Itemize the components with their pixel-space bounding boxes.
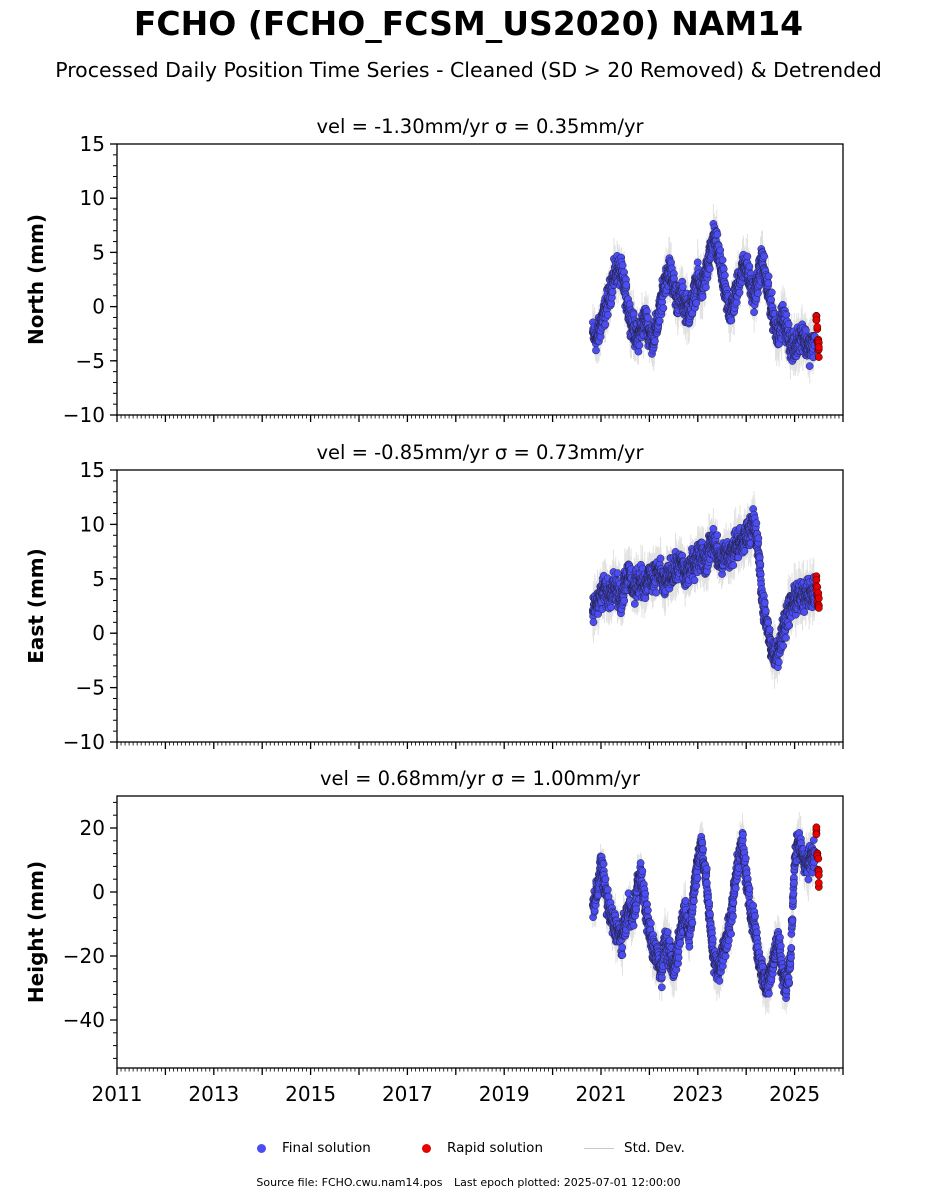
final-solution-point (802, 326, 810, 335)
final-solution-point (784, 320, 793, 329)
final-solution-point (754, 289, 762, 298)
final-solution-point (727, 316, 736, 325)
y-axis-label: North (mm) (24, 214, 48, 345)
final-solution-point (782, 310, 791, 319)
final-solution-point (608, 288, 617, 296)
rapid-solution-points (812, 311, 823, 361)
final-solution-point (635, 341, 644, 350)
final-solution-point (622, 281, 631, 289)
chart-subtitle: Processed Daily Position Time Series - C… (55, 58, 882, 82)
final-solution-point (713, 230, 722, 239)
final-solution-point (634, 347, 643, 356)
final-solution-point (603, 311, 612, 319)
final-solution-points (588, 219, 819, 370)
final-solution-point (589, 618, 598, 627)
final-solution-point (692, 299, 701, 307)
final-solution-point (698, 293, 707, 301)
final-solution-point (618, 261, 627, 270)
panel-title: vel = -0.85mm/yr σ = 0.73mm/yr (316, 441, 644, 464)
final-solution-point (705, 264, 714, 273)
final-solution-points (588, 505, 819, 672)
final-solution-point (735, 288, 744, 297)
panel-1: vel = -1.30mm/yr σ = 0.35mm/yr North (mm)… (24, 115, 844, 427)
final-solution-point (767, 288, 776, 297)
final-solution-point (592, 346, 600, 355)
final-solution-point (718, 256, 727, 264)
final-solution-point (764, 272, 773, 281)
rapid-solution-point (812, 316, 821, 324)
final-solution-point (719, 265, 728, 273)
final-solution-point (644, 313, 652, 322)
y-axis-label: East (mm) (24, 548, 48, 664)
rapid-solution-point (814, 343, 823, 351)
final-solution-point (745, 262, 754, 271)
rapid-solution-point (814, 353, 823, 361)
y-tick-label: 5 (92, 240, 105, 264)
y-tick-label: 0 (92, 295, 105, 319)
y-tick-label: 10 (80, 186, 105, 210)
y-tick-label: −5 (76, 349, 105, 373)
final-solution-point (678, 283, 687, 291)
final-solution-point (655, 317, 664, 325)
final-solution-point (670, 274, 678, 283)
final-solution-point (750, 308, 758, 317)
final-solution-point (650, 337, 659, 345)
rapid-solution-point (813, 323, 822, 331)
y-tick-label: −10 (63, 403, 105, 427)
plot-area (588, 204, 823, 384)
final-solution-point (760, 252, 769, 261)
final-solution-point (716, 246, 725, 255)
plot-area (588, 491, 823, 689)
panel-title: vel = -1.30mm/yr σ = 0.35mm/yr (316, 115, 644, 138)
y-tick-label: 15 (80, 132, 105, 156)
chart-title: FCHO (FCHO_FCSM_US2020) NAM14 (133, 4, 804, 43)
final-solution-point (764, 279, 773, 287)
final-solution-point (805, 362, 814, 370)
final-solution-point (659, 304, 668, 312)
final-solution-point (702, 283, 710, 292)
final-solution-point (601, 320, 610, 329)
final-solution-point (693, 258, 702, 267)
final-solution-point (721, 271, 729, 280)
final-solution-point (743, 252, 752, 261)
